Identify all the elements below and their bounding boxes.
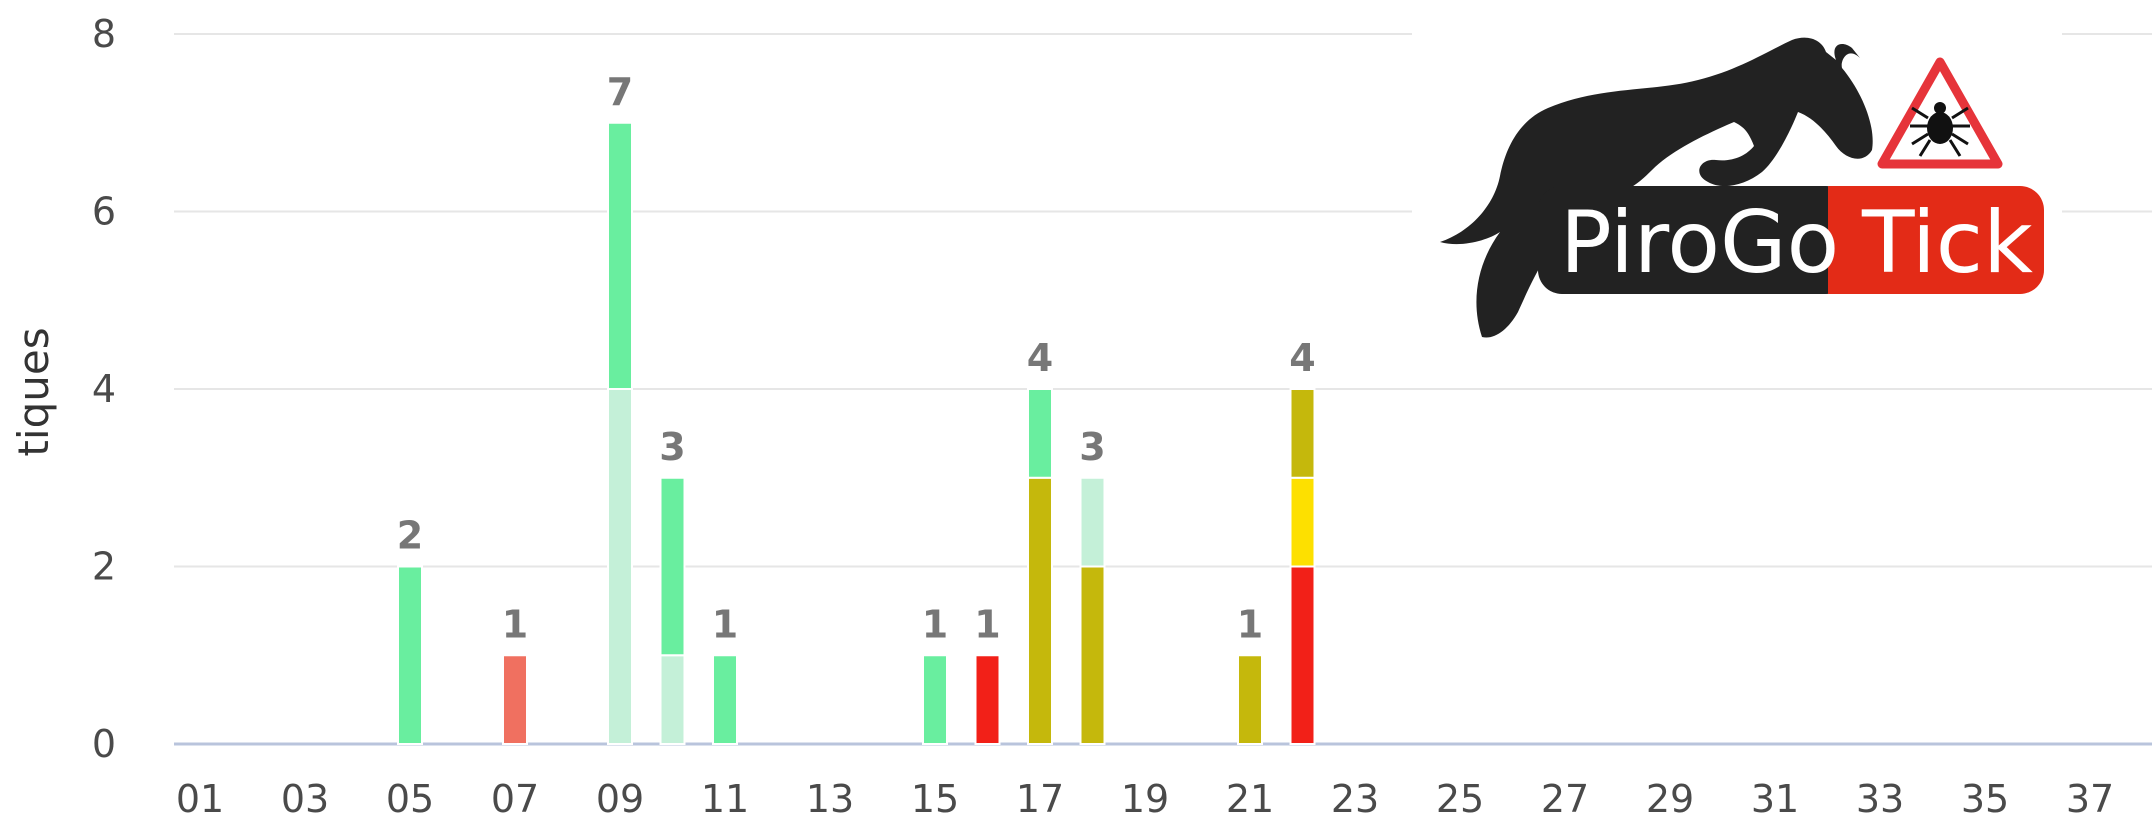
x-tick-label: 17 — [1016, 777, 1064, 816]
data-label: 4 — [1027, 336, 1053, 380]
x-tick-label: 21 — [1226, 777, 1274, 816]
x-tick-label: 11 — [701, 777, 749, 816]
x-tick-label: 15 — [911, 777, 959, 816]
x-tick-label: 35 — [1961, 777, 2009, 816]
bar-segment — [1289, 476, 1316, 568]
x-tick-label: 33 — [1856, 777, 1904, 816]
bar-segment — [922, 654, 948, 745]
data-label: 7 — [607, 70, 633, 114]
bar-segment — [659, 476, 686, 657]
bar-segment — [1027, 388, 1053, 479]
bar-segment — [974, 654, 1001, 745]
x-tick-label: 07 — [491, 777, 539, 816]
data-label: 1 — [922, 602, 948, 646]
x-tick-label: 19 — [1121, 777, 1169, 816]
horse-icon — [1440, 37, 1873, 338]
x-tick-label: 05 — [386, 777, 434, 816]
x-tick-label: 13 — [806, 777, 854, 816]
data-label: 3 — [659, 425, 685, 469]
y-tick-label: 4 — [92, 367, 116, 411]
pirogotick-logo: PiroGo Tick — [1412, 30, 2062, 338]
x-tick-label: 27 — [1541, 777, 1589, 816]
bar-segment — [397, 565, 423, 745]
data-label: 3 — [1079, 425, 1105, 469]
x-tick-label: 29 — [1646, 777, 1694, 816]
y-axis-title: tiques — [9, 327, 58, 456]
x-tick-label: 31 — [1751, 777, 1799, 816]
bar-segment — [659, 654, 686, 745]
x-tick-label: 23 — [1331, 777, 1379, 816]
y-tick-label: 2 — [92, 545, 116, 589]
bar-segment — [607, 388, 633, 745]
logo-text-left: PiroGo — [1560, 193, 1839, 293]
bar-segment — [1027, 476, 1053, 745]
y-tick-label: 0 — [92, 722, 116, 766]
x-tick-label: 03 — [281, 777, 329, 816]
bar-segment — [502, 654, 528, 745]
logo-text-right: Tick — [1861, 193, 2033, 293]
bar-segment — [1289, 565, 1316, 745]
data-label: 1 — [974, 602, 1000, 646]
bar-segment — [1289, 388, 1316, 479]
data-label: 2 — [397, 514, 423, 558]
data-label: 4 — [1289, 336, 1315, 380]
data-label: 1 — [712, 602, 738, 646]
x-tick-label: 25 — [1436, 777, 1484, 816]
x-tick-label: 01 — [176, 777, 224, 816]
x-tick-labels: 01 03 05 07 09 11 13 15 17 19 21 23 25 27 29 31 33 35 37 — [176, 777, 2114, 816]
bar-segment — [1079, 565, 1106, 745]
bar-segment — [712, 654, 738, 745]
bar-group — [397, 121, 1316, 745]
y-tick-label: 8 — [92, 12, 116, 56]
y-tick-label: 6 — [92, 190, 116, 234]
y-tick-labels: 0 2 4 6 8 — [92, 12, 116, 766]
bar-segment — [1079, 476, 1106, 568]
data-label: 1 — [1237, 602, 1263, 646]
x-tick-label: 09 — [596, 777, 644, 816]
bar-segment — [1237, 654, 1263, 745]
bar-segment — [607, 121, 633, 390]
x-tick-label: 37 — [2066, 777, 2114, 816]
data-label: 1 — [502, 602, 528, 646]
